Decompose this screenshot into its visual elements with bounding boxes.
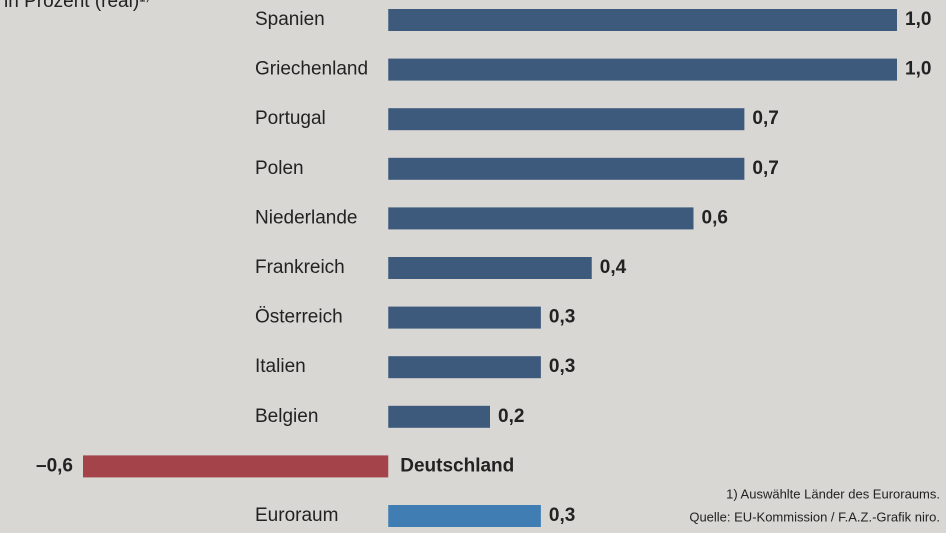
category-label: Österreich (255, 307, 343, 328)
footnote: 1) Auswählte Länder des Euroraums. (726, 486, 940, 501)
category-label: Polen (255, 158, 304, 179)
bar (388, 158, 744, 180)
category-label: Griechenland (255, 59, 368, 80)
value-label: –0,6 (36, 455, 73, 476)
category-label: Niederlande (255, 207, 357, 228)
source-note: Quelle: EU-Kommission / F.A.Z.-Grafik ni… (689, 509, 940, 524)
bar (388, 108, 744, 130)
bar (83, 455, 388, 477)
value-label: 1,0 (905, 59, 931, 80)
value-label: 0,4 (600, 257, 627, 278)
bar (388, 505, 541, 527)
value-label: 0,7 (752, 158, 778, 179)
bar (388, 207, 693, 229)
category-label: Euroraum (255, 505, 338, 526)
chart-subtitle: in Prozent (real)¹⁾ (4, 0, 150, 12)
value-label: 0,3 (549, 505, 575, 526)
bar (388, 9, 897, 31)
bar (388, 59, 897, 81)
page: in Prozent (real)¹⁾ 1) Auswählte Länder … (0, 0, 946, 533)
value-label: 0,6 (702, 207, 728, 228)
chart: in Prozent (real)¹⁾ 1) Auswählte Länder … (0, 0, 946, 533)
value-label: 0,7 (752, 108, 778, 129)
category-label: Belgien (255, 406, 318, 427)
category-label: Italien (255, 356, 306, 377)
category-label: Frankreich (255, 257, 345, 278)
category-label: Portugal (255, 108, 326, 129)
value-label: 0,3 (549, 356, 575, 377)
bar (388, 356, 541, 378)
category-label: Spanien (255, 9, 325, 30)
value-label: 1,0 (905, 9, 931, 30)
bar (388, 307, 541, 329)
bar (388, 406, 490, 428)
value-label: 0,3 (549, 307, 575, 328)
bar (388, 257, 592, 279)
value-label: 0,2 (498, 406, 524, 427)
category-label: Deutschland (400, 455, 514, 476)
